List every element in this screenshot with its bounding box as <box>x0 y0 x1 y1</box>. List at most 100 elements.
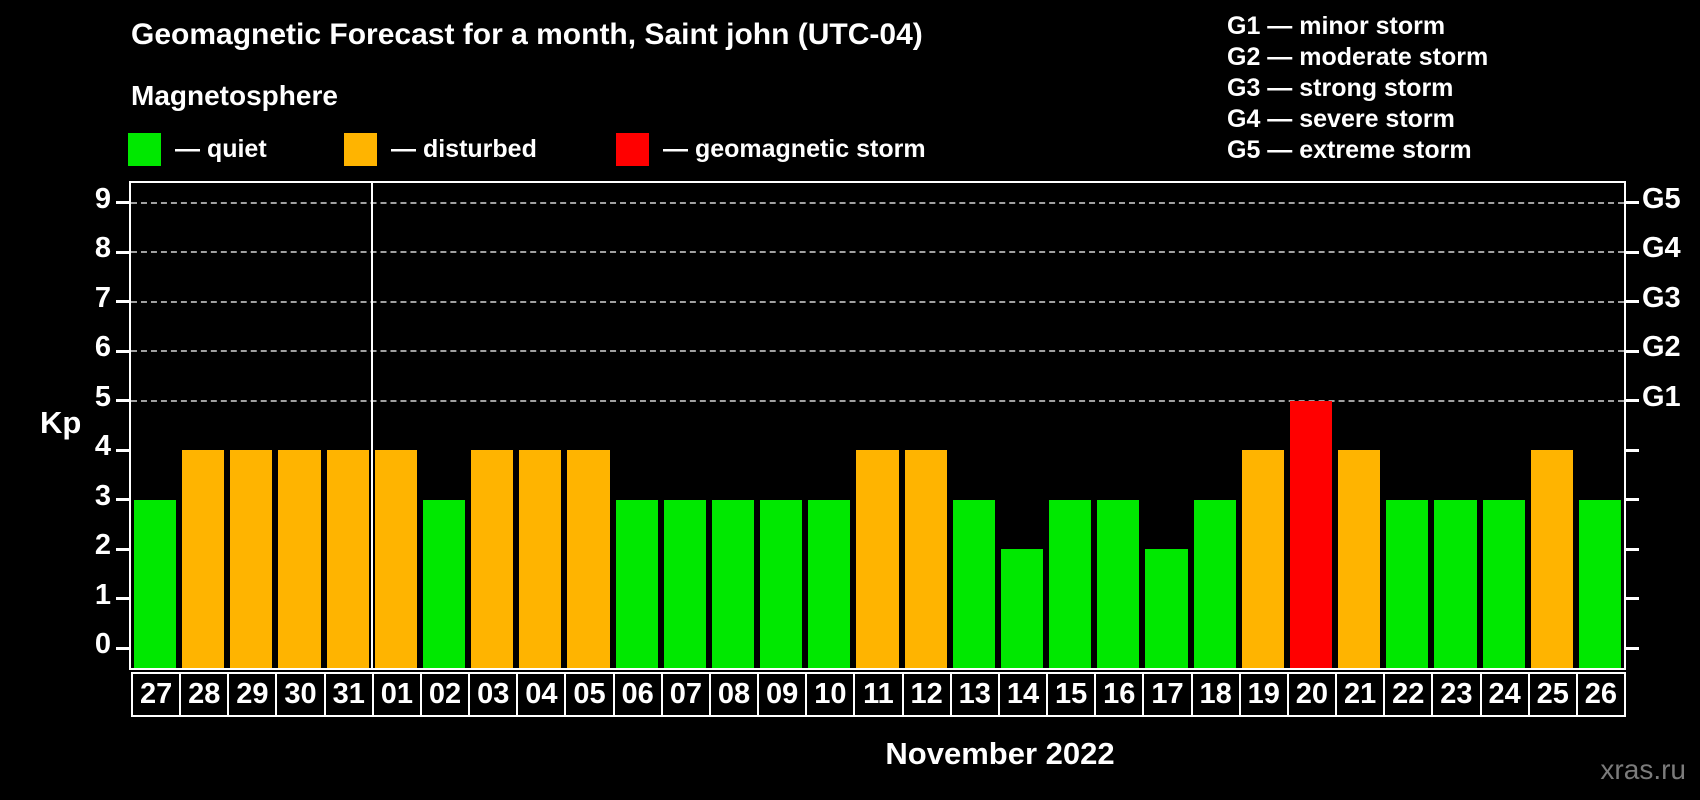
date-box-02: 02 <box>419 672 471 717</box>
page-title: Geomagnetic Forecast for a month, Saint … <box>131 18 923 51</box>
date-box-01: 01 <box>371 672 422 717</box>
disturbed-swatch <box>344 132 377 166</box>
date-box-11: 11 <box>853 672 904 717</box>
y-tick-right-0 <box>1626 646 1639 650</box>
bar-day-04 <box>519 450 562 668</box>
g-legend-item-g3: G3 — strong storm <box>1227 74 1454 102</box>
y-tick-right-1 <box>1626 597 1639 601</box>
bar-day-08 <box>711 499 755 668</box>
date-box-09: 09 <box>757 672 808 717</box>
date-box-22: 22 <box>1383 672 1434 717</box>
bar-day-19 <box>1241 450 1284 668</box>
bar-day-16 <box>1097 499 1140 668</box>
y-tick-right-5 <box>1626 399 1639 403</box>
legend-label-disturbed: — disturbed <box>391 134 537 163</box>
date-box-25: 25 <box>1527 672 1578 717</box>
date-box-18: 18 <box>1190 672 1241 717</box>
y-tick-label-0: 0 <box>94 628 111 661</box>
bar-day-10 <box>808 499 851 668</box>
date-box-29: 29 <box>227 672 278 717</box>
y-tick-left-2 <box>116 547 129 551</box>
g-axis-label-g4: G4 <box>1642 232 1681 265</box>
month-separator <box>370 183 373 668</box>
date-box-15: 15 <box>1046 672 1097 717</box>
date-box-10: 10 <box>805 672 856 717</box>
g-axis-label-g5: G5 <box>1642 182 1681 215</box>
bar-day-18 <box>1193 499 1236 668</box>
date-box-05: 05 <box>564 672 615 717</box>
date-box-17: 17 <box>1142 672 1193 717</box>
y-tick-right-3 <box>1626 498 1639 502</box>
x-axis-date-row: 27 28 29 30 31 01 02 03 04 05 06 07 08 09 10 11 12 13 14 15… <box>131 672 1628 717</box>
date-box-26: 26 <box>1575 672 1626 717</box>
g-axis-label-g2: G2 <box>1642 331 1681 364</box>
legend-label-quiet: — quiet <box>175 134 267 163</box>
bar-day-21 <box>1338 450 1381 668</box>
date-box-08: 08 <box>708 672 760 717</box>
y-axis-title: Kp <box>40 405 82 440</box>
quiet-swatch <box>128 132 161 166</box>
date-box-20: 20 <box>1286 672 1338 717</box>
date-box-03: 03 <box>468 672 519 717</box>
y-tick-label-2: 2 <box>94 529 111 562</box>
y-tick-right-8 <box>1626 250 1639 254</box>
y-tick-right-2 <box>1626 547 1639 551</box>
y-tick-right-6 <box>1626 349 1639 353</box>
date-box-28: 28 <box>179 672 230 717</box>
magnetosphere-label: Magnetosphere <box>131 80 338 111</box>
legend-item-storm: — geomagnetic storm <box>616 132 926 166</box>
g-legend-item-g1: G1 — minor storm <box>1227 12 1446 40</box>
date-box-06: 06 <box>612 672 663 717</box>
y-tick-left-5 <box>116 399 129 403</box>
g-axis-label-g1: G1 <box>1642 380 1681 413</box>
y-tick-left-0 <box>116 646 129 650</box>
date-box-13: 13 <box>949 672 1000 717</box>
bar-day-03 <box>471 450 514 668</box>
gridline-kp6 <box>131 350 1624 353</box>
gridline-kp5 <box>131 399 1624 402</box>
x-axis-title: November 2022 <box>885 736 1115 771</box>
date-box-16: 16 <box>1094 672 1145 717</box>
bar-day-09 <box>760 499 803 668</box>
gridline-kp8 <box>131 251 1624 254</box>
y-tick-label-8: 8 <box>94 232 111 265</box>
date-box-19: 19 <box>1238 672 1289 717</box>
bar-day-01 <box>374 450 417 668</box>
plot-area: 0 1 2 3 4 5 6 7 8 9 G1 G2 G3 G4 G5 <box>95 181 1681 670</box>
bar-day-02 <box>422 499 466 668</box>
y-tick-right-9 <box>1626 201 1639 205</box>
y-tick-left-6 <box>116 349 129 353</box>
bar-day-24 <box>1482 499 1525 668</box>
date-box-24: 24 <box>1479 672 1530 717</box>
bar-day-05 <box>567 450 610 668</box>
g-scale-legend: G1 — minor storm G2 — moderate storm G3 … <box>1227 11 1488 166</box>
g-legend-item-g5: G5 — extreme storm <box>1227 136 1472 164</box>
bar-day-07 <box>663 499 706 668</box>
y-tick-label-7: 7 <box>94 281 111 314</box>
bar-day-13 <box>952 499 995 668</box>
gridline-kp7 <box>131 300 1624 303</box>
bar-day-25 <box>1530 450 1573 668</box>
y-tick-label-9: 9 <box>94 182 111 215</box>
date-box-21: 21 <box>1335 672 1386 717</box>
y-tick-right-4 <box>1626 448 1639 452</box>
bar-day-31 <box>326 450 369 668</box>
date-box-27: 27 <box>131 672 182 717</box>
legend-label-storm: — geomagnetic storm <box>663 134 926 163</box>
bar-day-29 <box>230 450 273 668</box>
watermark: xras.ru <box>1600 754 1686 785</box>
g-legend-item-g4: G4 — severe storm <box>1227 105 1455 133</box>
y-tick-label-3: 3 <box>94 479 111 512</box>
y-tick-label-4: 4 <box>94 430 111 463</box>
legend-item-disturbed: — disturbed <box>344 132 537 166</box>
bar-day-23 <box>1434 499 1477 668</box>
g-axis-label-g3: G3 <box>1642 281 1681 314</box>
y-tick-left-1 <box>116 597 129 601</box>
bar-day-30 <box>278 450 321 668</box>
gridline-kp9 <box>131 201 1624 204</box>
bar-day-14 <box>1000 549 1044 668</box>
y-tick-left-3 <box>116 498 129 502</box>
date-box-12: 12 <box>901 672 952 717</box>
bar-day-22 <box>1386 499 1429 668</box>
